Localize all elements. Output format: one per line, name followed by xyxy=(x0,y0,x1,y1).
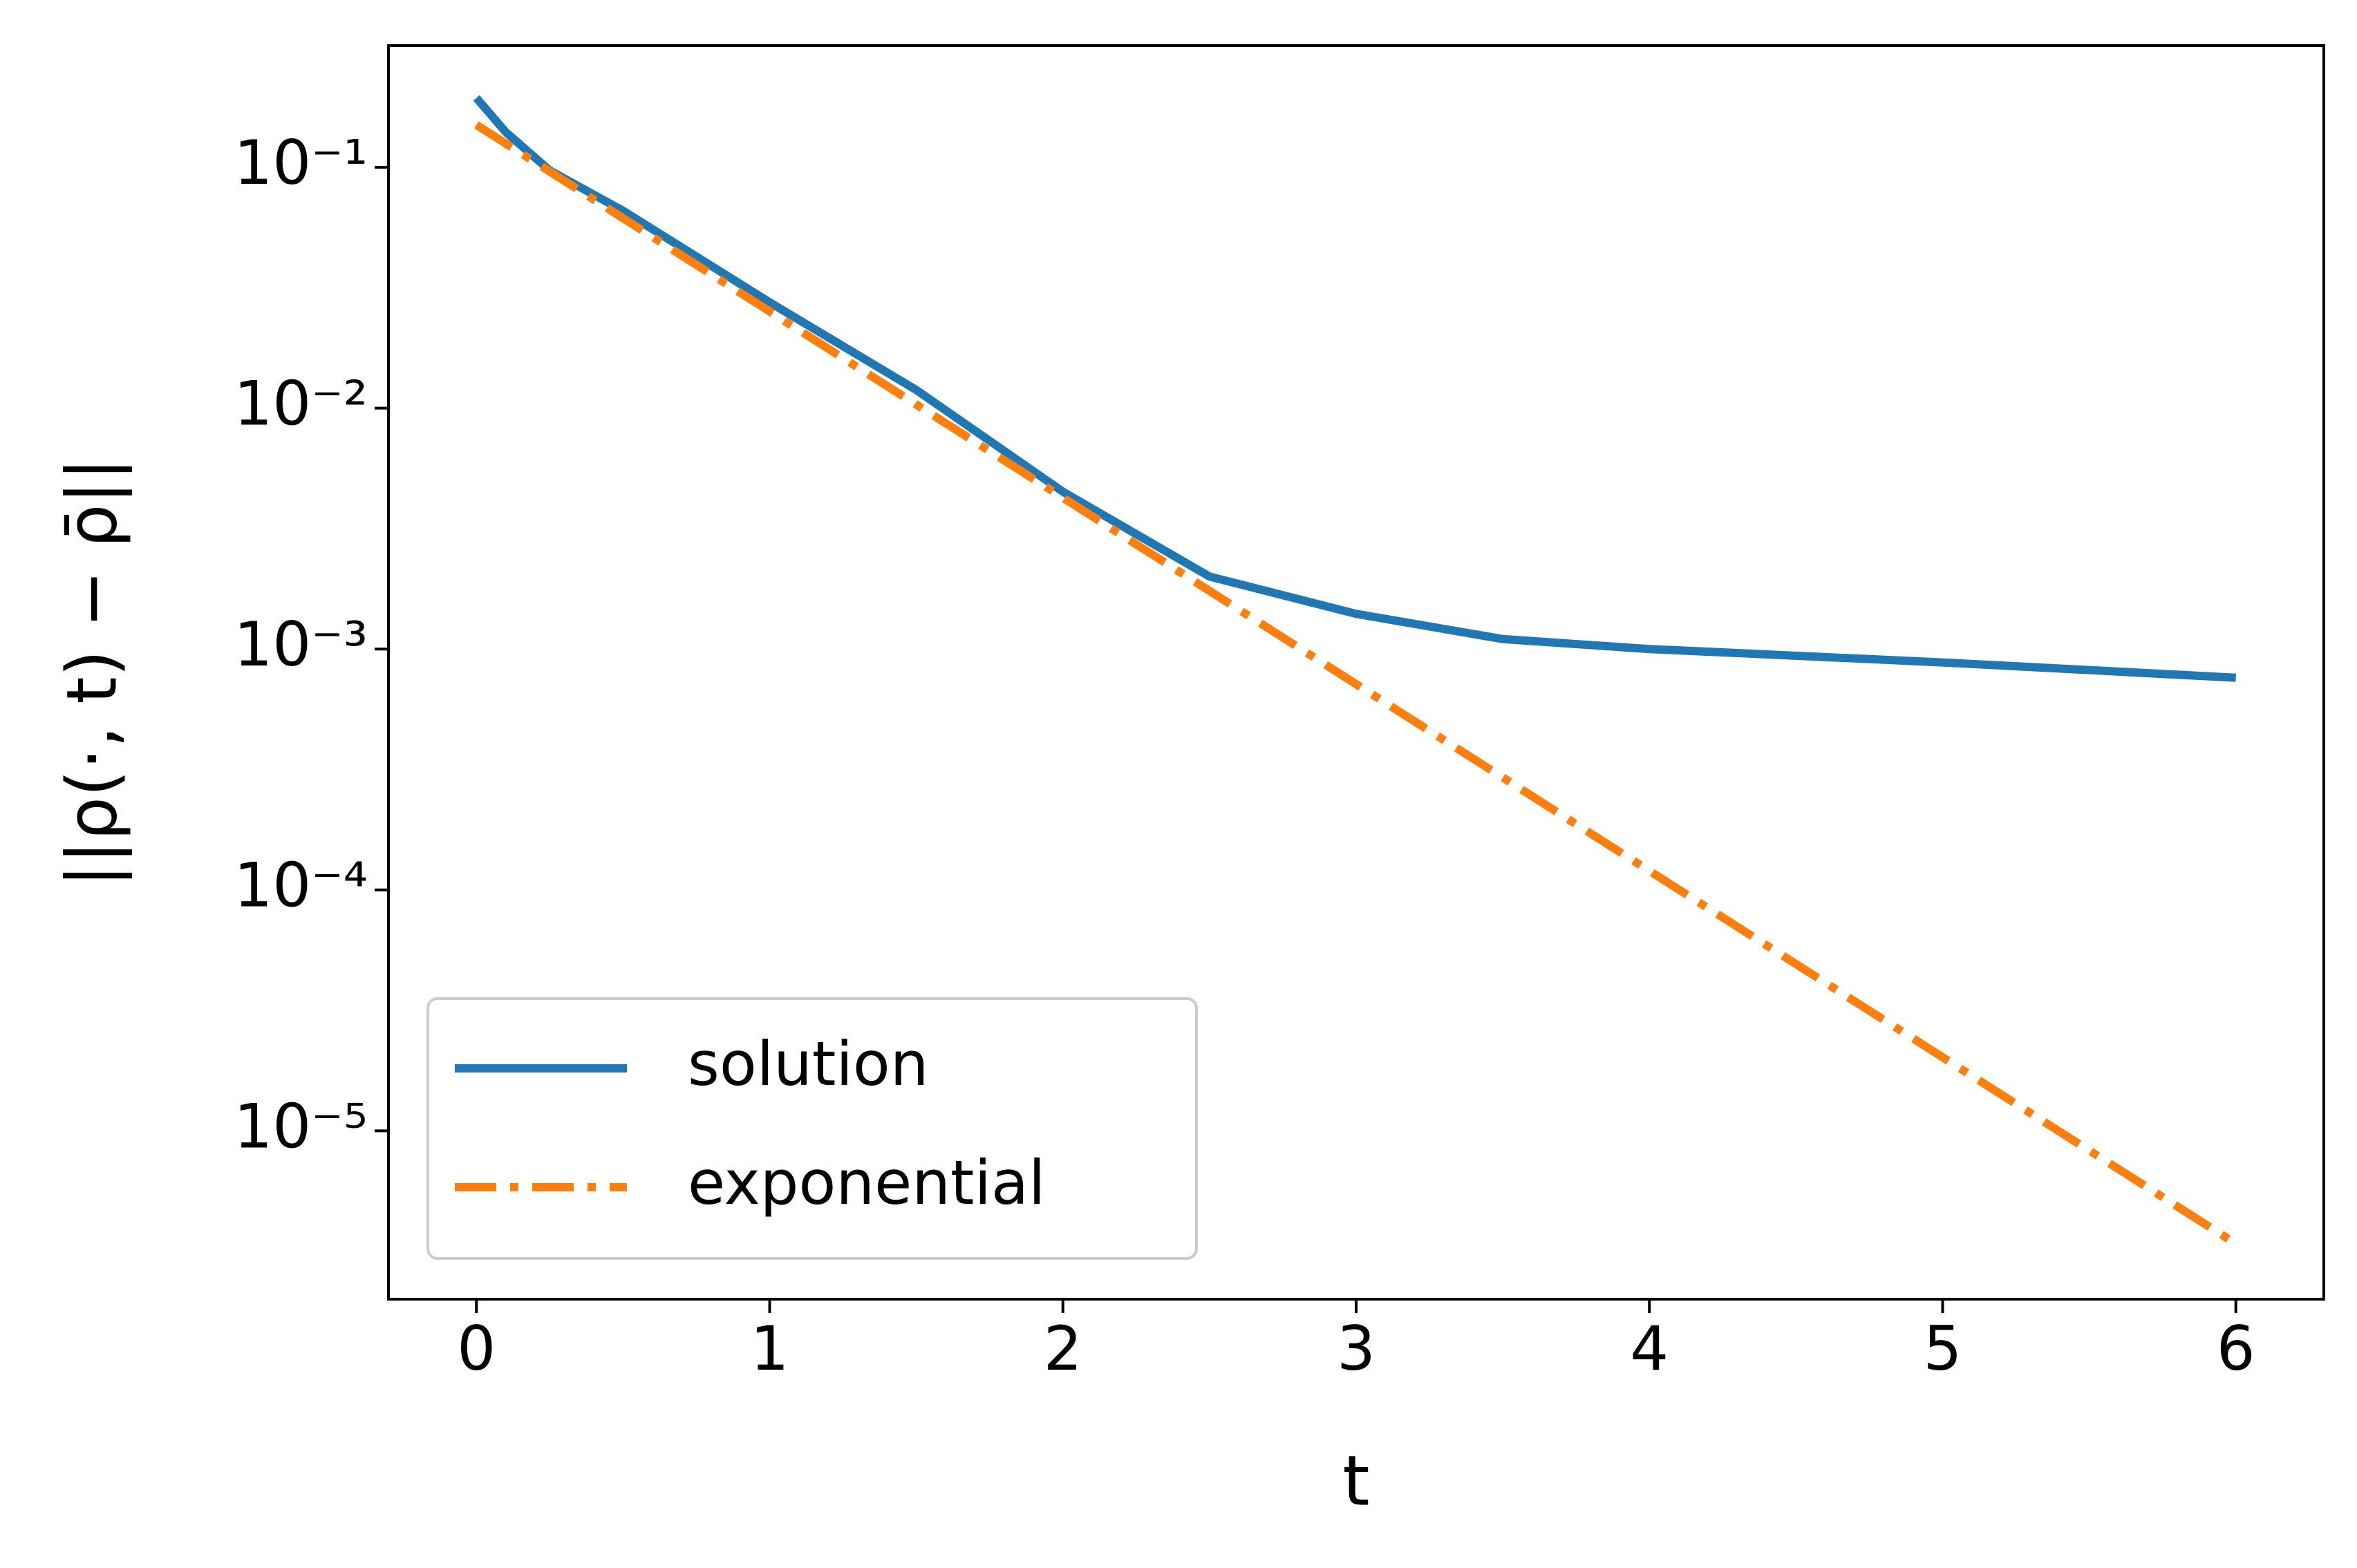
y-tick-label: 10⁻³ xyxy=(234,609,368,680)
series-line xyxy=(473,95,2237,682)
series-line xyxy=(474,121,2238,1247)
x-tick-label: 6 xyxy=(2217,1313,2255,1384)
y-tick-label: 10⁻² xyxy=(234,368,368,440)
y-tick-label: 10⁻¹ xyxy=(234,127,368,198)
legend-label: solution xyxy=(688,1028,928,1099)
x-tick-label: 2 xyxy=(1044,1313,1082,1384)
y-tick-label: 10⁻⁵ xyxy=(234,1090,368,1162)
x-tick-label: 5 xyxy=(1923,1313,1962,1384)
x-axis-label: t xyxy=(1342,1440,1369,1521)
legend-label: exponential xyxy=(688,1147,1045,1218)
legend-box xyxy=(426,997,1198,1260)
y-axis-label: ||ρ(·, t) − ρ̄|| xyxy=(51,457,132,887)
x-tick-label: 3 xyxy=(1337,1313,1375,1384)
x-tick-label: 4 xyxy=(1630,1313,1669,1384)
y-tick-label: 10⁻⁴ xyxy=(234,850,368,921)
x-tick-label: 0 xyxy=(457,1313,496,1384)
x-tick-label: 1 xyxy=(751,1313,789,1384)
